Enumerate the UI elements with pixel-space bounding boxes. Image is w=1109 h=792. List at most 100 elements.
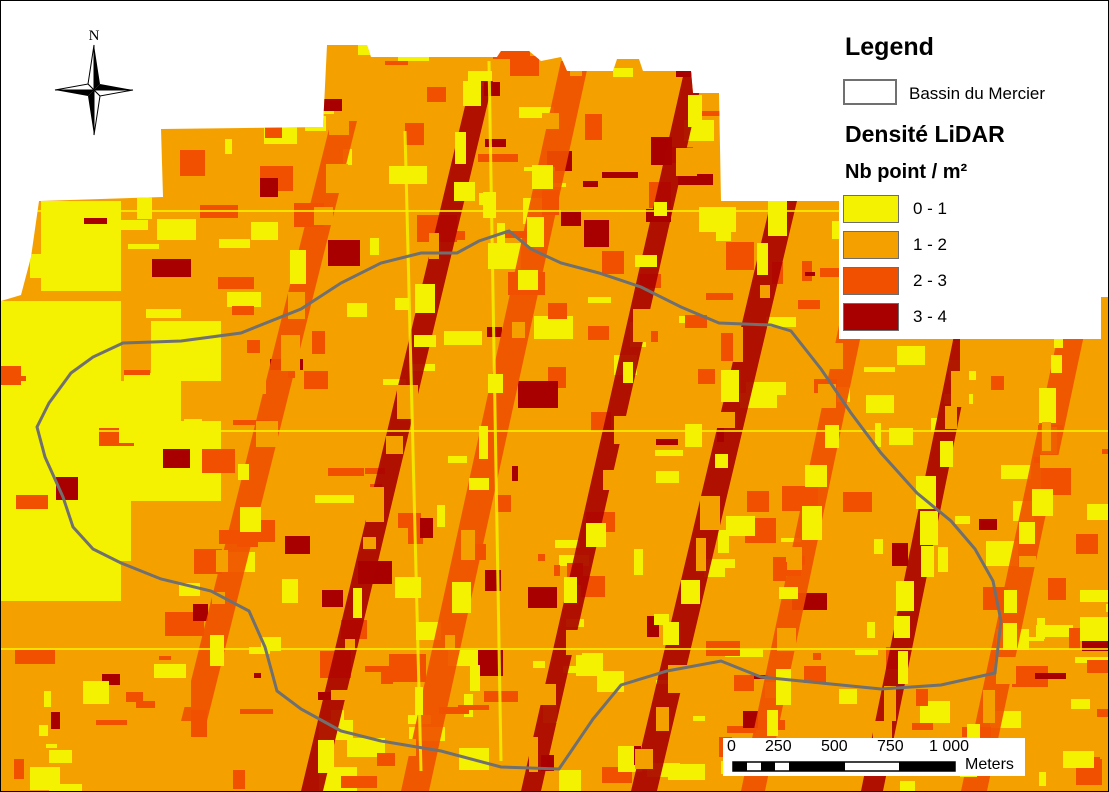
raster-patch <box>806 190 839 195</box>
raster-patch <box>570 61 582 76</box>
raster-patch <box>265 114 282 138</box>
raster-patch <box>331 690 352 700</box>
raster-patch <box>519 107 554 118</box>
raster-patch <box>559 770 581 791</box>
raster-patch <box>767 710 778 736</box>
raster-patch <box>1102 449 1108 454</box>
raster-patch <box>979 519 997 530</box>
raster-patch <box>366 487 384 522</box>
raster-patch <box>813 653 821 660</box>
raster-patch <box>415 284 435 313</box>
raster-patch <box>427 87 446 102</box>
raster-patch <box>30 254 47 278</box>
raster-patch <box>123 416 142 424</box>
raster-patch <box>723 45 758 50</box>
raster-patch <box>254 673 261 678</box>
basin-outline-label: Bassin du Mercier <box>909 84 1046 103</box>
raster-patch <box>227 292 261 307</box>
raster-patch <box>529 737 538 772</box>
raster-patch <box>635 749 653 769</box>
raster-patch <box>437 505 445 527</box>
raster-patch <box>479 426 488 459</box>
raster-patch <box>30 767 60 790</box>
raster-patch <box>696 538 706 571</box>
raster-patch <box>940 441 953 467</box>
raster-patch <box>766 317 796 327</box>
raster-patch <box>240 709 273 714</box>
raster-patch <box>1001 465 1031 479</box>
raster-patch <box>884 686 896 721</box>
raster-patch <box>363 537 376 549</box>
raster-patch <box>1048 578 1066 600</box>
raster-patch <box>724 62 761 85</box>
raster-patch <box>839 689 857 704</box>
raster-patch <box>318 740 334 773</box>
raster-patch <box>512 466 518 481</box>
legend-class-label: 2 - 3 <box>913 271 948 290</box>
raster-patch <box>955 516 970 524</box>
scale-bar: 0 250 500 750 1 000 Meters <box>723 738 1025 776</box>
raster-patch <box>470 665 480 691</box>
raster-patch <box>912 723 933 730</box>
raster-patch <box>131 150 141 160</box>
raster-patch <box>920 701 950 723</box>
raster-patch <box>395 577 421 598</box>
raster-seam-line <box>487 60 503 762</box>
raster-patch <box>163 449 190 470</box>
raster-patch <box>4 412 13 425</box>
raster-patch <box>420 518 433 538</box>
raster-patch <box>1097 709 1108 717</box>
raster-patch <box>158 468 197 490</box>
raster-patch <box>741 67 765 92</box>
raster-patch <box>69 511 98 526</box>
raster-patch <box>86 500 105 510</box>
raster-patch <box>1 366 21 385</box>
raster-patch <box>693 716 705 721</box>
raster-patch <box>533 661 545 668</box>
legend-class-label: 3 - 4 <box>913 307 948 326</box>
raster-patch <box>256 421 278 447</box>
raster-patch <box>225 139 232 154</box>
raster-patch <box>896 581 914 611</box>
raster-patch <box>251 222 278 240</box>
raster-patch <box>358 45 382 55</box>
raster-patch <box>518 270 538 290</box>
raster-patch <box>588 297 611 303</box>
raster-patch <box>458 705 489 710</box>
raster-patch <box>238 464 249 480</box>
raster-patch <box>758 85 769 103</box>
raster-patch <box>584 220 609 247</box>
raster-patch <box>207 45 245 51</box>
raster-patch <box>816 137 832 144</box>
raster-patch <box>455 132 466 164</box>
raster-patch <box>445 635 455 649</box>
raster-patch <box>326 164 348 193</box>
raster-patch <box>1063 751 1094 768</box>
raster-patch <box>566 630 582 655</box>
raster-patch <box>1032 489 1053 516</box>
raster-patch <box>1091 6 1108 18</box>
raster-patch <box>597 671 624 692</box>
raster-patch <box>805 272 815 276</box>
raster-patch <box>656 439 678 445</box>
raster-patch <box>676 12 704 32</box>
raster-patch <box>128 244 159 249</box>
raster-patch <box>716 412 735 428</box>
raster-patch <box>945 406 957 429</box>
raster-patch <box>548 303 567 319</box>
raster-patch <box>289 90 318 103</box>
raster-patch <box>14 759 24 779</box>
raster-patch <box>983 690 995 723</box>
raster-patch <box>663 622 679 645</box>
raster-patch <box>281 335 300 371</box>
north-label: N <box>89 28 100 44</box>
raster-patch <box>681 580 700 604</box>
raster-patch <box>469 478 489 490</box>
raster-patch <box>153 45 185 52</box>
raster-patch <box>383 379 406 385</box>
raster-patch <box>798 300 820 309</box>
raster-patch <box>17 140 39 152</box>
raster-patch <box>308 99 342 111</box>
raster-patch <box>439 707 469 714</box>
raster-patch <box>290 74 302 81</box>
